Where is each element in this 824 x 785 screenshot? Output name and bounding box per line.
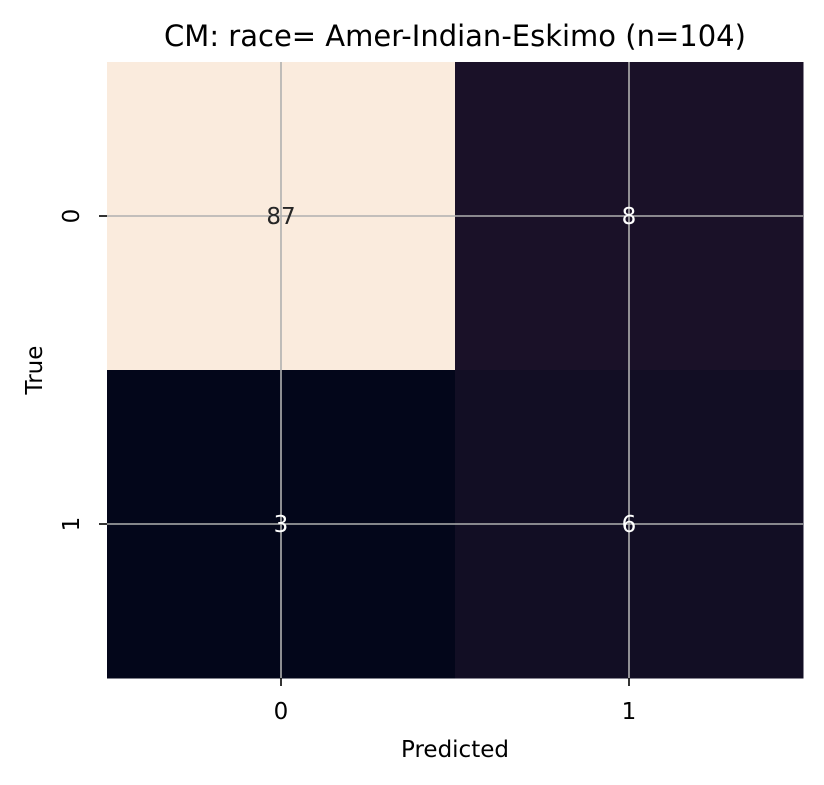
x-tick-label-1: 1 xyxy=(622,699,637,725)
cell-value-label-1-1: 6 xyxy=(622,512,637,538)
y-axis-label: True xyxy=(22,346,48,396)
chart-title: CM: race= Amer-Indian-Eskimo (n=104) xyxy=(164,19,746,53)
x-axis-label: Predicted xyxy=(401,737,509,763)
y-tick-label-0: 0 xyxy=(59,209,85,224)
y-tick-label-1: 1 xyxy=(59,517,85,532)
cell-value-label-1-0: 3 xyxy=(274,512,289,538)
cell-value-label-0-1: 8 xyxy=(622,204,637,230)
x-tick-label-0: 0 xyxy=(274,699,289,725)
cell-value-label-0-0: 87 xyxy=(266,204,295,230)
heatmap-plot-area: 87 8 3 6 0 1 0 1 xyxy=(59,62,804,725)
